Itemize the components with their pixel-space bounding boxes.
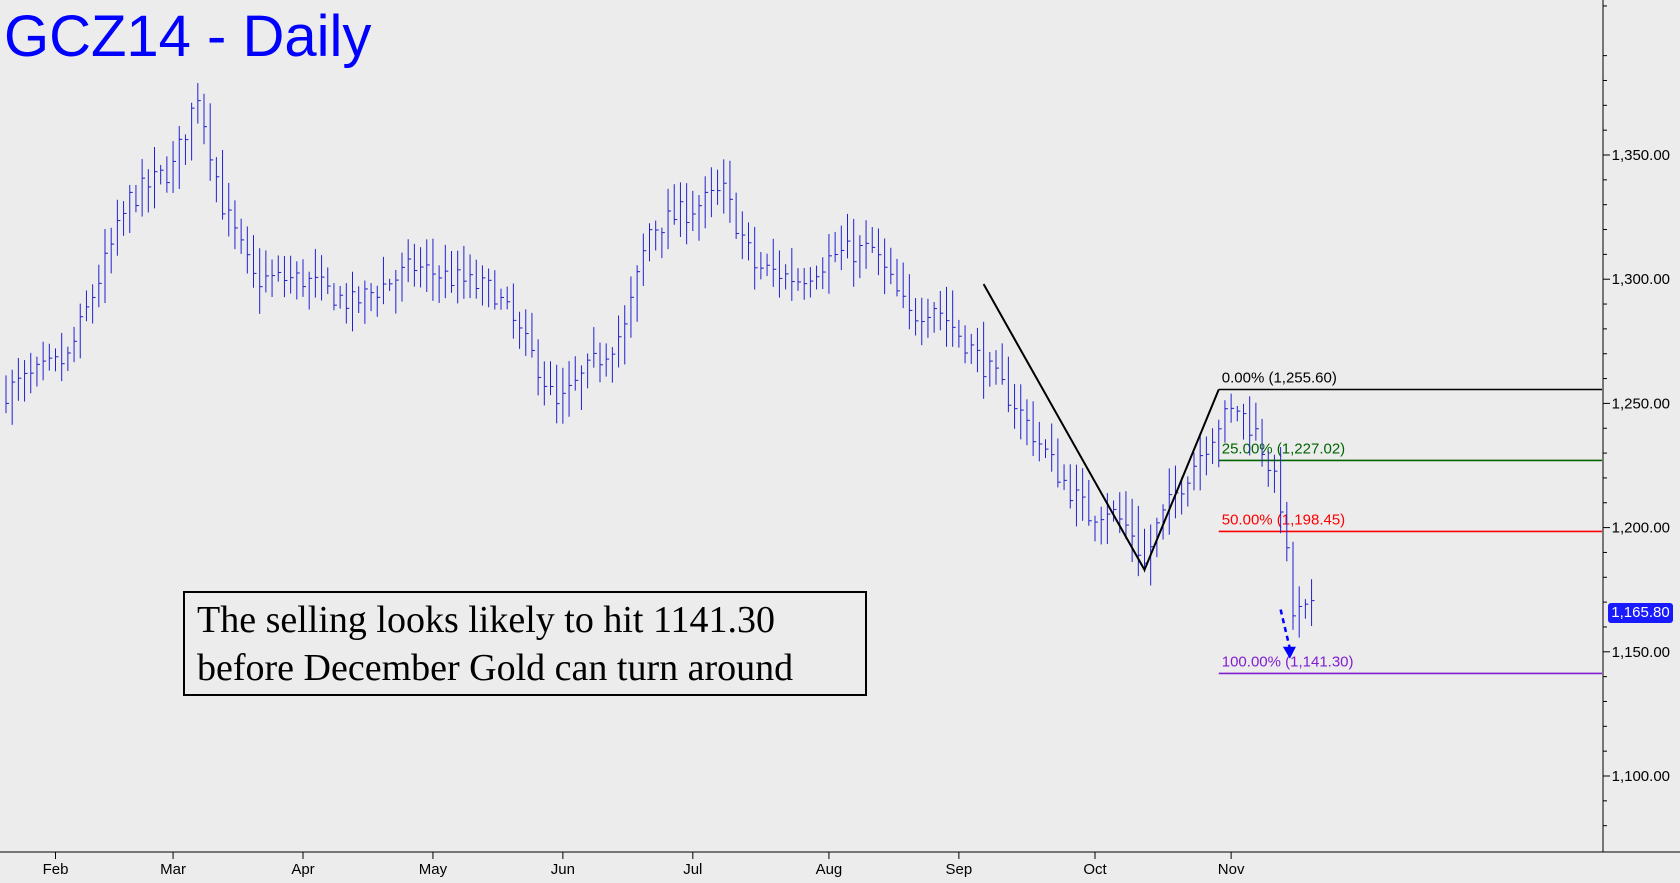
x-tick-label: Jul [683, 861, 702, 878]
annotation-line-2: before December Gold can turn around [197, 647, 794, 689]
x-tick-label: Mar [160, 861, 186, 878]
x-tick-label: Jun [551, 861, 575, 878]
y-tick-label: 1,300.00 [1612, 271, 1670, 288]
x-tick-label: Sep [946, 861, 973, 878]
x-axis-ticks: Feb Mar Apr May Jun Jul Aug Sep Oct Nov [43, 852, 1245, 878]
x-tick-label: Apr [291, 861, 314, 878]
y-axis-ticks: 1,100.00 1,150.00 1,200.00 1,250.00 1,300.00… [1603, 5, 1670, 827]
level-label: 100.00% (1,141.30) [1222, 653, 1354, 670]
chart-title: GCZ14 - Daily [4, 4, 371, 69]
last-price-badge: 1,165.80 [1608, 603, 1673, 623]
level-label: 50.00% (1,198.45) [1222, 511, 1345, 528]
annotation-box: The selling looks likely to hit 1141.30 … [183, 591, 867, 696]
y-tick-label: 1,100.00 [1612, 768, 1670, 785]
x-tick-label: Aug [816, 861, 843, 878]
ohlc-bars [5, 83, 1315, 638]
abc-pattern [982, 283, 1220, 573]
level-label: 0.00% (1,255.60) [1222, 369, 1337, 386]
target-arrow [1279, 609, 1296, 659]
x-tick-label: Oct [1083, 861, 1107, 878]
y-tick-label: 1,350.00 [1612, 147, 1670, 164]
arrow-shaft [1279, 609, 1292, 650]
y-tick-label: 1,150.00 [1612, 644, 1670, 661]
y-tick-label: 1,250.00 [1612, 395, 1670, 412]
pattern-line [982, 283, 1220, 573]
x-tick-label: Feb [43, 861, 69, 878]
x-tick-label: May [419, 861, 448, 878]
retracement-levels: 0.00% (1,255.60) 25.00% (1,227.02) 50.00% … [1218, 369, 1602, 675]
arrow-head [1282, 646, 1296, 659]
annotation-line-1: The selling looks likely to hit 1141.30 [197, 599, 776, 641]
axes [0, 0, 1680, 853]
level-label: 25.00% (1,227.02) [1222, 440, 1345, 457]
y-tick-label: 1,200.00 [1612, 520, 1670, 537]
x-tick-label: Nov [1218, 861, 1245, 878]
